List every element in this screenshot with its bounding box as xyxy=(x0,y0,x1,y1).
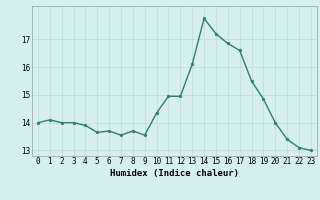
X-axis label: Humidex (Indice chaleur): Humidex (Indice chaleur) xyxy=(110,169,239,178)
